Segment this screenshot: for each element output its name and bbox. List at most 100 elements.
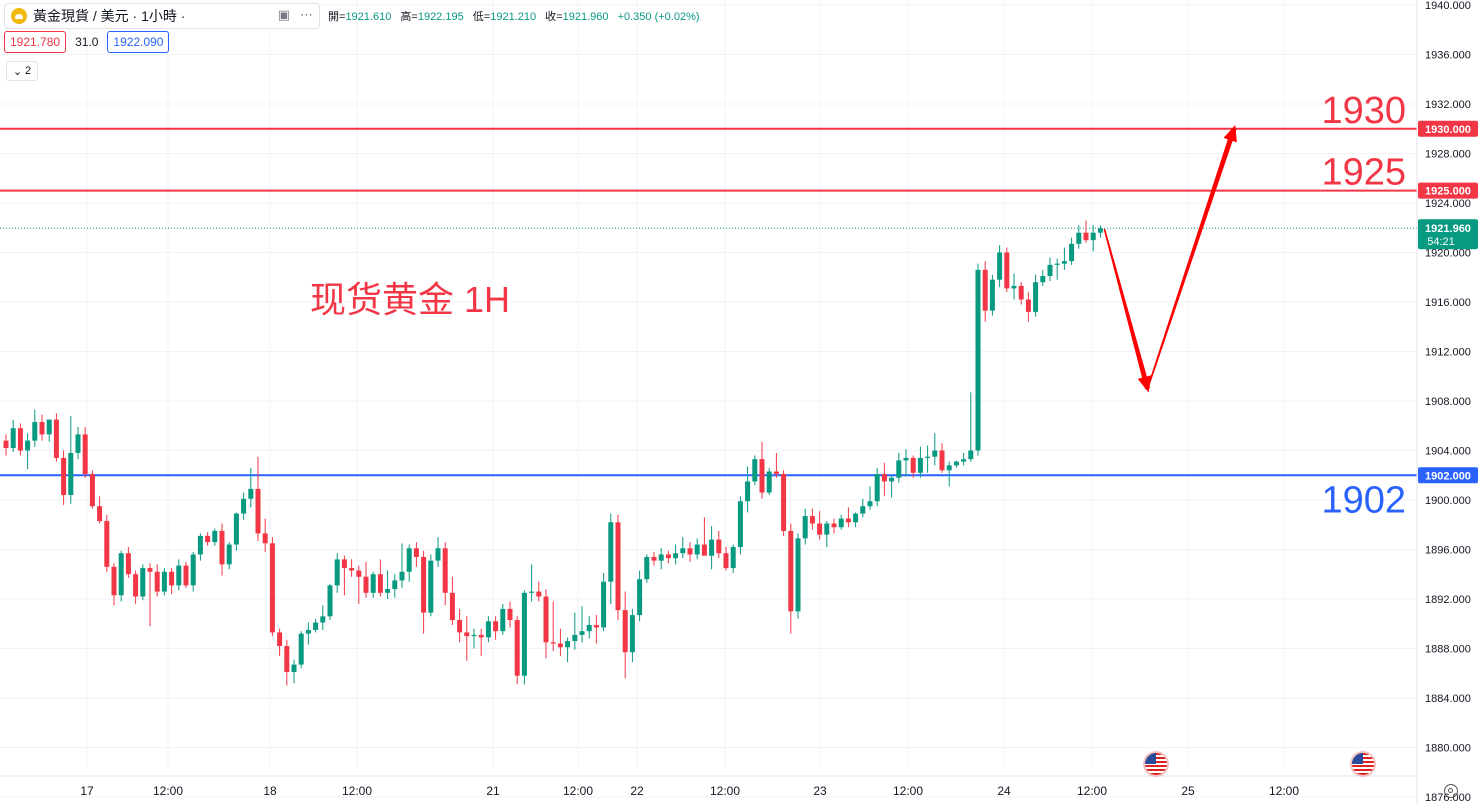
candle-body (370, 574, 376, 593)
candle-body (802, 516, 808, 539)
candle-down (39, 414, 45, 441)
us-event-flag-icon[interactable] (1145, 753, 1167, 775)
candle-down (1025, 292, 1031, 322)
candle-body (46, 419, 52, 435)
candle-body (557, 643, 563, 648)
candle-body (781, 474, 787, 531)
bid-button[interactable]: 1921.780 (4, 31, 67, 53)
candle-body (608, 522, 614, 582)
price-tick-label: 1940.000 (1425, 0, 1471, 12)
candle-down (457, 608, 463, 643)
price-tick-label: 1904.000 (1425, 446, 1471, 458)
candle-down (125, 547, 131, 578)
candle-body (485, 621, 491, 638)
candle-up (1040, 269, 1046, 286)
candle-body (1090, 232, 1096, 241)
high-label: 高 (400, 11, 412, 23)
more-options-icon[interactable]: ⋯ (300, 7, 313, 22)
price-tick-label: 1928.000 (1425, 149, 1471, 161)
candle-body (291, 664, 297, 673)
symbol-title: 黃金現貨 / 美元 · 1小時 · (33, 8, 186, 24)
ask-button[interactable]: 1922.090 (107, 31, 170, 53)
candle-down (845, 507, 851, 528)
level-price-label: 1930.000 (1425, 124, 1471, 136)
price-axis[interactable]: 1940.000 1936.000 1932.000 1928.000 1924.000… (1416, 0, 1471, 804)
candle-body (1033, 282, 1039, 312)
candle-down (881, 462, 887, 497)
candle-down (939, 443, 945, 473)
time-tick-label: 12:00 (342, 784, 372, 798)
candle-body (147, 568, 153, 572)
candle-body (104, 521, 110, 567)
candle-up (529, 564, 535, 602)
symbol-search-box[interactable]: 黃金現貨 / 美元 · 1小時 · ▣ ⋯ (4, 3, 320, 29)
candle-body (730, 547, 736, 569)
settings-gear-icon[interactable] (1444, 784, 1458, 798)
candle-up (680, 537, 686, 559)
candle-up (1033, 274, 1039, 317)
candle-up (989, 274, 995, 316)
candle-up (241, 492, 247, 520)
candle-body (219, 530, 225, 565)
candle-body (838, 518, 844, 528)
level-annotation: 1902 (1321, 479, 1406, 521)
candle-down (61, 450, 67, 505)
candle-down (651, 551, 657, 566)
gold-logo-icon (11, 8, 27, 24)
candle-body (197, 535, 203, 555)
candle-body (421, 556, 427, 613)
candle-down (781, 470, 787, 536)
us-event-flag-icon[interactable] (1352, 753, 1374, 775)
candle-body (233, 513, 239, 545)
last-price-tag (1418, 219, 1478, 250)
candle-body (737, 501, 743, 548)
candle-body (1083, 232, 1089, 241)
candle-body (629, 615, 635, 653)
candle-body (615, 522, 621, 611)
candle-down (53, 413, 59, 462)
candle-up (629, 608, 635, 663)
candle-up (197, 533, 203, 561)
candle-down (154, 564, 160, 597)
candle-down (910, 455, 916, 478)
candle-body (953, 461, 959, 466)
candle-down (269, 537, 275, 637)
candle-body (701, 544, 707, 556)
candle-body (766, 471, 772, 493)
candle-down (377, 559, 383, 597)
candle-up (824, 521, 830, 548)
candle-body (392, 580, 398, 590)
candle-up (1076, 225, 1082, 249)
candle-up (118, 550, 124, 602)
candle-body (889, 477, 895, 482)
candle-up (853, 512, 859, 528)
candle-up (867, 486, 873, 510)
candle-body (824, 523, 830, 535)
candle-up (68, 415, 74, 504)
indicators-toggle[interactable]: ⌄ 2 (6, 61, 38, 81)
candle-body (982, 269, 988, 311)
candle-down (464, 616, 470, 661)
candle-up (161, 568, 167, 596)
price-tick-label: 1924.000 (1425, 198, 1471, 210)
price-tick-label: 1876.000 (1425, 792, 1471, 804)
candle-body (917, 457, 923, 473)
compare-icon[interactable]: ▣ (277, 7, 290, 22)
candle-down (687, 542, 693, 562)
candle-body (305, 629, 311, 634)
candle-body (644, 556, 650, 580)
candle-body (341, 559, 347, 569)
candle-body (997, 252, 1003, 280)
candle-body (1054, 263, 1060, 265)
candle-down (17, 423, 23, 456)
time-axis[interactable]: 17 12:00 18 12:00 21 12:00 22 12:00 23 12:00 24 12:… (0, 775, 1417, 798)
candle-body (529, 591, 535, 593)
candle-down (147, 563, 153, 627)
candle-up (673, 544, 679, 565)
candle-body (845, 518, 851, 523)
candle-down (701, 517, 707, 556)
candle-down (809, 508, 815, 530)
candles (3, 220, 1103, 686)
candle-body (543, 596, 549, 643)
